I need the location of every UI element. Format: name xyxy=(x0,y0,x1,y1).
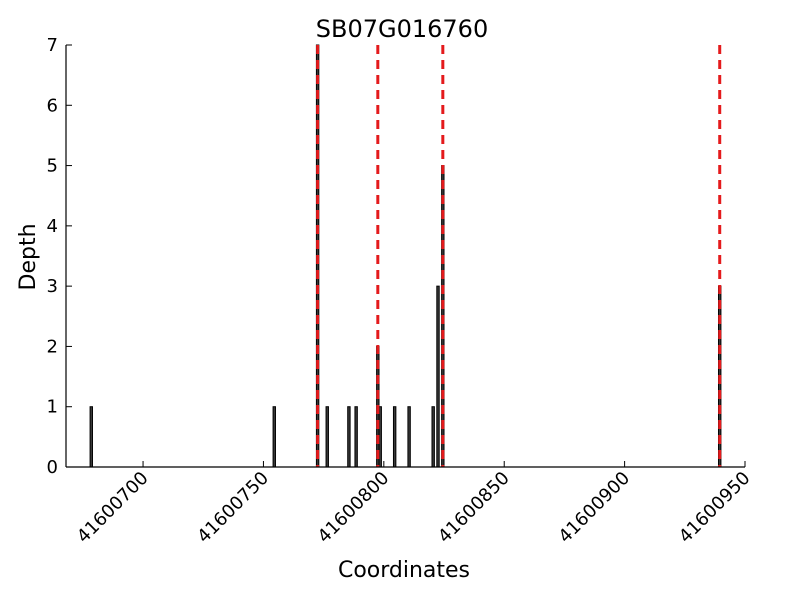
y-tick-label-5: 5 xyxy=(47,156,58,177)
bars-layer xyxy=(89,44,722,468)
bar-5 xyxy=(354,406,358,468)
reference-lines-layer xyxy=(316,45,722,467)
bar-4 xyxy=(347,406,351,468)
x-axis-label: Coordinates xyxy=(338,558,470,583)
bar-10 xyxy=(431,406,435,468)
bar-7 xyxy=(378,406,382,468)
y-tick-label-2: 2 xyxy=(47,336,58,357)
x-tick-label-41600700: 41600700 xyxy=(73,468,153,548)
x-tick-label-41600950: 41600950 xyxy=(675,468,755,548)
x-tick-label-41600850: 41600850 xyxy=(434,468,514,548)
y-tick-label-4: 4 xyxy=(47,216,58,237)
bar-3 xyxy=(325,406,329,468)
y-tick-label-7: 7 xyxy=(47,35,58,56)
x-tick-label-41600800: 41600800 xyxy=(314,468,394,548)
bar-11 xyxy=(436,285,440,468)
y-tick-label-3: 3 xyxy=(47,276,58,297)
bar-0 xyxy=(89,406,93,468)
bar-9 xyxy=(407,406,411,468)
y-tick-label-0: 0 xyxy=(47,457,58,478)
y-tick-label-1: 1 xyxy=(47,397,58,418)
x-tick-label-41600900: 41600900 xyxy=(555,468,635,548)
x-tick-label-41600750: 41600750 xyxy=(193,468,273,548)
bar-1 xyxy=(272,406,276,468)
chart-title: SB07G016760 xyxy=(316,15,488,43)
y-axis-label: Depth xyxy=(16,223,41,290)
y-tick-label-6: 6 xyxy=(47,95,58,116)
bar-8 xyxy=(392,406,397,468)
axes-layer: 0 1 2 3 4 5 6 7 41600700 41600750 41600800 41600850… xyxy=(47,35,755,547)
